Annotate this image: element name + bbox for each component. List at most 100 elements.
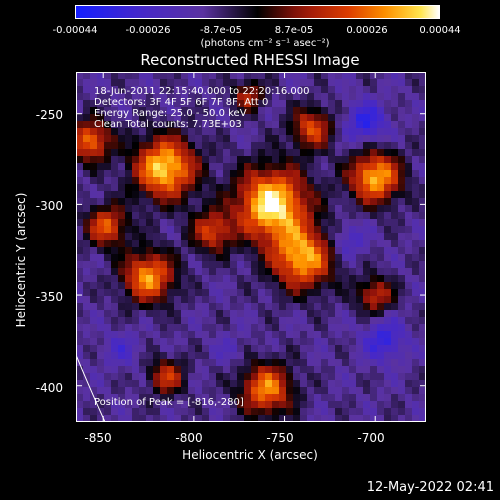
heatmap-cell (258, 184, 266, 192)
heatmap-cell (384, 240, 392, 248)
heatmap-cell (132, 149, 140, 157)
heatmap-cell (251, 240, 259, 248)
heatmap-cell (216, 100, 224, 108)
heatmap-cell (188, 380, 196, 388)
heatmap-cell (412, 317, 420, 325)
heatmap-cell (265, 268, 273, 276)
heatmap-cell (125, 310, 133, 318)
heatmap-cell (244, 366, 252, 374)
heatmap-cell (384, 177, 392, 185)
heatmap-cell (125, 156, 133, 164)
heatmap-cell (321, 352, 329, 360)
heatmap-cell (251, 275, 259, 283)
heatmap-cell (83, 380, 91, 388)
heatmap-cell (153, 310, 161, 318)
heatmap-cell (244, 198, 252, 206)
heatmap-cell (125, 352, 133, 360)
heatmap-cell (104, 184, 112, 192)
heatmap-cell (363, 142, 371, 150)
heatmap-cell (286, 261, 294, 269)
heatmap-cell (139, 338, 147, 346)
heatmap-cell (377, 100, 385, 108)
heatmap-cell (251, 352, 259, 360)
heatmap-cell (307, 387, 315, 395)
heatmap-cell (146, 100, 154, 108)
heatmap-cell (139, 149, 147, 157)
heatmap-cell (237, 324, 245, 332)
x-tick-label: -800 (175, 431, 203, 445)
heatmap-cell (132, 100, 140, 108)
heatmap-cell (83, 401, 91, 409)
heatmap-cell (76, 163, 84, 171)
heatmap-cell (125, 121, 133, 129)
heatmap-cell (216, 275, 224, 283)
heatmap-cell (384, 156, 392, 164)
heatmap-cell (237, 247, 245, 255)
heatmap-cell (342, 100, 350, 108)
heatmap-cell (419, 387, 426, 395)
heatmap-cell (223, 226, 231, 234)
heatmap-cell (265, 303, 273, 311)
heatmap-cell (314, 310, 322, 318)
heatmap-cell (279, 261, 287, 269)
heatmap-cell (328, 247, 336, 255)
heatmap-cell (419, 331, 426, 339)
heatmap-cell (153, 408, 161, 416)
heatmap-cell (314, 317, 322, 325)
heatmap-cell (412, 282, 420, 290)
heatmap-cell (209, 394, 217, 402)
heatmap-cell (377, 163, 385, 171)
heatmap-cell (384, 107, 392, 115)
heatmap-cell (90, 93, 98, 101)
heatmap-cell (265, 366, 273, 374)
heatmap-cell (209, 100, 217, 108)
heatmap-cell (223, 366, 231, 374)
heatmap-cell (139, 401, 147, 409)
heatmap-cell (195, 149, 203, 157)
heatmap-cell (405, 226, 413, 234)
heatmap-cell (244, 107, 252, 115)
heatmap-cell (258, 289, 266, 297)
heatmap-cell (405, 254, 413, 262)
heatmap-cell (76, 345, 84, 353)
heatmap-cell (314, 352, 322, 360)
heatmap-cell (391, 387, 399, 395)
heatmap-cell (349, 408, 357, 416)
heatmap-cell (195, 352, 203, 360)
heatmap-cell (244, 240, 252, 248)
heatmap-cell (363, 149, 371, 157)
heatmap-cell (188, 93, 196, 101)
heatmap-cell (300, 366, 308, 374)
heatmap-cell (76, 310, 84, 318)
heatmap-cell (349, 170, 357, 178)
heatmap-cell (132, 219, 140, 227)
heatmap-cell (125, 289, 133, 297)
heatmap-cell (209, 373, 217, 381)
heatmap-cell (398, 177, 406, 185)
heatmap-cell (286, 331, 294, 339)
heatmap-cell (384, 212, 392, 220)
heatmap-cell (146, 219, 154, 227)
heatmap-cell (363, 310, 371, 318)
heatmap-cell (160, 331, 168, 339)
heatmap-cell (83, 226, 91, 234)
heatmap-cell (139, 212, 147, 220)
heatmap-cell (244, 289, 252, 297)
heatmap-cell (405, 198, 413, 206)
heatmap-cell (419, 156, 426, 164)
heatmap-cell (321, 184, 329, 192)
heatmap-cell (244, 163, 252, 171)
heatmap-cell (195, 359, 203, 367)
heatmap-cell (251, 338, 259, 346)
heatmap-cell (293, 72, 301, 80)
heatmap-cell (384, 345, 392, 353)
heatmap-cell (146, 212, 154, 220)
heatmap-cell (244, 268, 252, 276)
y-axis-label: Heliocentric Y (arcsec) (14, 192, 28, 328)
heatmap-cell (223, 233, 231, 241)
heatmap-cell (349, 401, 357, 409)
heatmap-cell (300, 359, 308, 367)
heatmap-cell (223, 275, 231, 283)
heatmap-cell (167, 352, 175, 360)
